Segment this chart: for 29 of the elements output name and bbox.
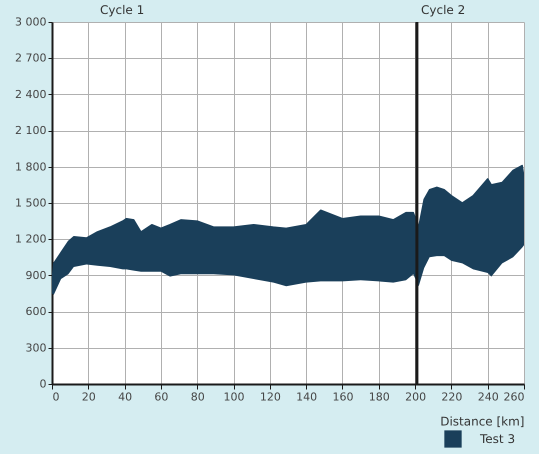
y-tick-label: 2 700: [15, 52, 46, 65]
legend-label: Test 3: [479, 432, 516, 446]
y-tick-label: 0: [40, 378, 46, 390]
y-tick-label: 1 500: [15, 196, 46, 210]
y-tick-label: 3 000: [15, 16, 46, 28]
x-tick-label: 260: [504, 390, 524, 404]
y-tick-label: 2 400: [15, 88, 46, 101]
x-tick-label: 100: [224, 390, 245, 404]
x-tick-label: 140: [296, 390, 318, 404]
x-tick-label: 240: [478, 390, 499, 404]
y-tick-label: 1 200: [15, 232, 46, 246]
x-tick-label: 220: [441, 390, 462, 404]
y-tick-label: 300: [26, 341, 46, 354]
y-tick-label: 2 100: [15, 124, 46, 138]
x-tick-label: 60: [154, 390, 168, 404]
x-tick-label: 120: [260, 390, 281, 404]
x-axis-title: Distance [km]: [440, 414, 524, 428]
y-tick-label: 600: [26, 305, 46, 318]
text: Cycle 1: [100, 3, 144, 17]
y-tick-label: 900: [26, 268, 46, 282]
x-tick-label: 80: [190, 390, 205, 404]
x-tick-label: 20: [82, 390, 96, 404]
y-tick-label: 1 800: [15, 160, 46, 174]
text: Cycle 2: [421, 3, 466, 17]
x-tick-label: 200: [405, 390, 426, 404]
x-tick-label: 40: [118, 390, 132, 404]
x-tick-label: 180: [368, 390, 390, 404]
x-tick-label: 0: [52, 390, 60, 404]
x-tick-label: 160: [332, 390, 354, 404]
